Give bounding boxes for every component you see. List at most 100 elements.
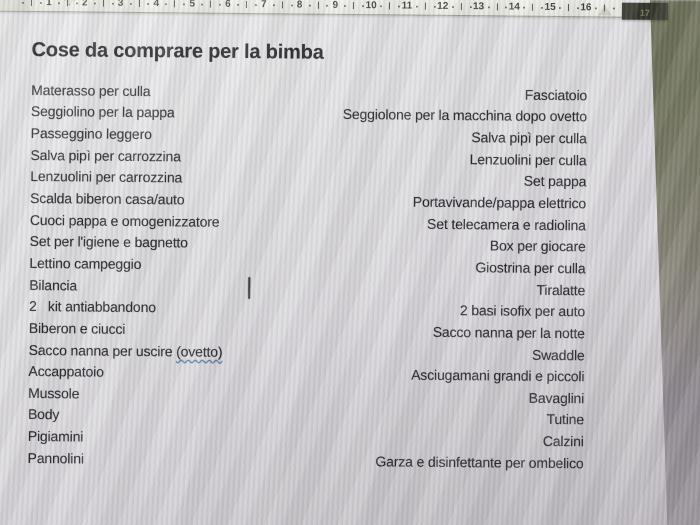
- ruler-tick: [380, 5, 383, 8]
- ruler-tick: [505, 6, 508, 9]
- list-item-right[interactable]: Garza e disinfettante per ombelico: [375, 452, 584, 471]
- list-item-left[interactable]: 2 kit antiabbandono: [28, 298, 156, 316]
- document-page[interactable]: Cose da comprare per la bimba Materasso …: [27, 37, 588, 474]
- text-cursor: [248, 277, 251, 300]
- ruler-tick: [57, 2, 60, 5]
- list-item-left[interactable]: Mussole: [28, 384, 80, 402]
- ruler-tick: [415, 5, 418, 8]
- list-item-right[interactable]: Seggiolone per la macchina dopo ovetto: [342, 106, 587, 125]
- list-item-right[interactable]: Tutine: [546, 411, 585, 428]
- ruler-number: 2: [81, 0, 88, 9]
- misspelled-word[interactable]: (ovetto): [176, 342, 223, 360]
- ruler-number: 1: [46, 0, 52, 9]
- ruler-number: 9: [332, 0, 339, 11]
- list-item-left[interactable]: Passeggino leggero: [30, 125, 152, 143]
- list-item-left[interactable]: Lettino campeggio: [29, 254, 142, 272]
- list-item-left[interactable]: Lenzuolini per carrozzina: [30, 168, 183, 186]
- document-title[interactable]: Cose da comprare per la bimba: [31, 38, 324, 64]
- list-item-left[interactable]: Pigiamini: [27, 427, 84, 445]
- ruler-tick: [183, 3, 186, 6]
- ruler-number: 14: [508, 1, 520, 13]
- list-item-right[interactable]: Sacco nanna per la notte: [432, 323, 585, 342]
- ruler-tick: [245, 1, 247, 9]
- ruler-tick: [603, 4, 605, 12]
- list-item-left[interactable]: Set per l'igiene e bagnetto: [29, 233, 188, 251]
- ruler-tick: [147, 3, 150, 6]
- ruler-tick: [218, 3, 221, 6]
- list-item-left[interactable]: Sacco nanna per uscire (ovetto): [28, 341, 223, 360]
- list-item-right[interactable]: Box per giocare: [489, 237, 586, 255]
- ruler-tick: [397, 5, 400, 8]
- ruler-tick: [201, 3, 204, 6]
- list-item-left[interactable]: Pannolini: [27, 449, 84, 467]
- ruler-number: 10: [365, 0, 377, 12]
- ruler-tick: [272, 4, 275, 7]
- ruler-tick: [129, 2, 132, 5]
- ruler-number: 8: [296, 0, 303, 11]
- ruler-number: 5: [189, 0, 195, 10]
- ruler-overflow-number: 17: [639, 7, 650, 18]
- list-item-left[interactable]: Salva pipì per carrozzina: [30, 146, 181, 165]
- ruler-tick: [424, 2, 426, 10]
- ruler-tick: [344, 4, 347, 7]
- list-item-left[interactable]: Biberon e ciucci: [28, 319, 126, 337]
- ruler-tick: [433, 5, 436, 8]
- list-item-right[interactable]: Set pappa: [523, 173, 587, 190]
- list-item-left[interactable]: Cuoci pappa e omogenizzatore: [29, 211, 220, 230]
- list-item-right[interactable]: Swaddle: [531, 346, 585, 363]
- list-item-right[interactable]: 2 basi isofix per auto: [459, 302, 586, 320]
- ruler-tick: [39, 2, 42, 5]
- list-item-left[interactable]: Seggiolino per la pappa: [30, 103, 175, 121]
- ruler-tick: [210, 0, 212, 8]
- list-item-right[interactable]: Fasciatoio: [524, 86, 588, 104]
- ruler-number: 15: [544, 1, 556, 13]
- ruler-tick: [353, 2, 355, 10]
- list-item-left[interactable]: Materasso per culla: [31, 81, 151, 99]
- ruler-tick: [138, 0, 140, 7]
- shopping-list: Materasso per culla Fasciatoio Seggiolin…: [27, 79, 588, 474]
- ruler-number: 3: [117, 0, 124, 9]
- list-item-left[interactable]: Bilancia: [29, 276, 78, 293]
- ruler-tick: [487, 6, 490, 9]
- ruler-tick: [66, 0, 68, 7]
- list-item-right[interactable]: Asciugamani grandi e piccoli: [411, 366, 585, 385]
- list-item-right[interactable]: Tiralatte: [536, 281, 586, 298]
- ruler-tick: [469, 6, 472, 9]
- ruler-overflow-band: 17: [621, 2, 668, 21]
- ruler-tick: [281, 1, 283, 9]
- ruler-tick: [75, 2, 78, 5]
- ruler-tick: [541, 6, 544, 9]
- ruler-tick: [389, 2, 391, 10]
- ruler-tick: [451, 5, 454, 8]
- ruler-tick: [102, 0, 104, 7]
- ruler-tick: [254, 4, 257, 7]
- list-item-right[interactable]: Set telecamera e radiolina: [427, 215, 586, 233]
- list-item-right[interactable]: Portavivande/pappa elettrico: [412, 193, 587, 212]
- ruler-number: 13: [472, 1, 485, 13]
- list-item-right[interactable]: Giostrina per culla: [475, 259, 586, 277]
- list-item-right[interactable]: Bavaglini: [528, 389, 585, 407]
- ruler-tick: [317, 1, 319, 9]
- ruler-number: 4: [153, 0, 160, 10]
- list-item-right[interactable]: Lenzuolini per culla: [469, 150, 587, 169]
- list-item-left[interactable]: Accappatoio: [28, 363, 104, 380]
- ruler-number: 16: [580, 2, 592, 14]
- list-item-left[interactable]: Body: [27, 406, 60, 423]
- ruler-number: 6: [225, 0, 231, 10]
- right-indent-marker[interactable]: [597, 5, 612, 16]
- list-item-right[interactable]: Calzini: [542, 432, 584, 450]
- ruler-tick: [362, 5, 365, 8]
- ruler-tick: [612, 7, 615, 10]
- first-line-indent-marker[interactable]: [64, 0, 75, 5]
- ruler-tick: [532, 3, 534, 11]
- list-item-right[interactable]: Salva pipì per culla: [471, 129, 587, 147]
- list-item-left[interactable]: Scalda biberon casa/auto: [30, 189, 185, 208]
- ruler-tick: [165, 3, 168, 6]
- ruler-tick: [31, 0, 33, 6]
- horizontal-ruler[interactable]: 1 2 3 4 5 6 7 8 9 10 11 12 13 14 15 16: [0, 0, 623, 18]
- ruler-tick: [111, 2, 114, 5]
- ruler-tick: [594, 7, 597, 10]
- ruler-tick: [576, 7, 579, 10]
